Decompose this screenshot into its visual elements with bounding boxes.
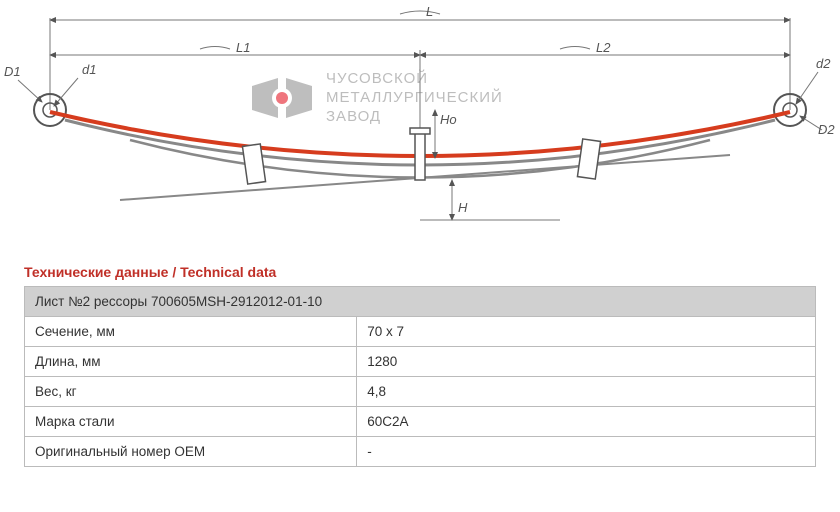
row-value: 4,8: [357, 377, 816, 407]
row-label: Оригинальный номер ОЕМ: [25, 437, 357, 467]
row-value: 70 х 7: [357, 317, 816, 347]
dim-label-d2: d2: [816, 56, 830, 71]
table-row: Марка стали 60С2А: [25, 407, 816, 437]
dim-label-L: L: [426, 4, 433, 19]
technical-data-table: Лист №2 рессоры 700605MSH-2912012-01-10 …: [24, 286, 816, 467]
diagram-area: L L1 L2 D1 d1 d2 D2 Ho H ЧУСОВСКОЙ МЕТАЛ…: [0, 0, 840, 260]
technical-data-section: Технические данные / Technical data Лист…: [0, 260, 840, 467]
dim-label-D1: D1: [4, 64, 21, 79]
row-label: Марка стали: [25, 407, 357, 437]
table-row: Оригинальный номер ОЕМ -: [25, 437, 816, 467]
row-label: Сечение, мм: [25, 317, 357, 347]
wm-line2: МЕТАЛЛУРГИЧЕСКИЙ: [326, 89, 503, 108]
table-header-row: Лист №2 рессоры 700605MSH-2912012-01-10: [25, 287, 816, 317]
wm-line3: ЗАВОД: [326, 108, 503, 127]
dim-label-D2: D2: [818, 122, 835, 137]
row-value: 60С2А: [357, 407, 816, 437]
row-value: -: [357, 437, 816, 467]
table-row: Длина, мм 1280: [25, 347, 816, 377]
row-label: Вес, кг: [25, 377, 357, 407]
leaf-spring-svg: [0, 0, 840, 260]
table-header-cell: Лист №2 рессоры 700605MSH-2912012-01-10: [25, 287, 816, 317]
dim-label-L2: L2: [596, 40, 610, 55]
table-row: Вес, кг 4,8: [25, 377, 816, 407]
dim-label-d1: d1: [82, 62, 96, 77]
row-label: Длина, мм: [25, 347, 357, 377]
section-title: Технические данные / Technical data: [24, 264, 816, 280]
watermark: ЧУСОВСКОЙ МЕТАЛЛУРГИЧЕСКИЙ ЗАВОД: [250, 70, 503, 126]
dim-label-L1: L1: [236, 40, 250, 55]
dim-label-H: H: [458, 200, 467, 215]
factory-logo-icon: [250, 76, 314, 120]
row-value: 1280: [357, 347, 816, 377]
wm-line1: ЧУСОВСКОЙ: [326, 70, 503, 89]
watermark-text: ЧУСОВСКОЙ МЕТАЛЛУРГИЧЕСКИЙ ЗАВОД: [326, 70, 503, 126]
table-row: Сечение, мм 70 х 7: [25, 317, 816, 347]
